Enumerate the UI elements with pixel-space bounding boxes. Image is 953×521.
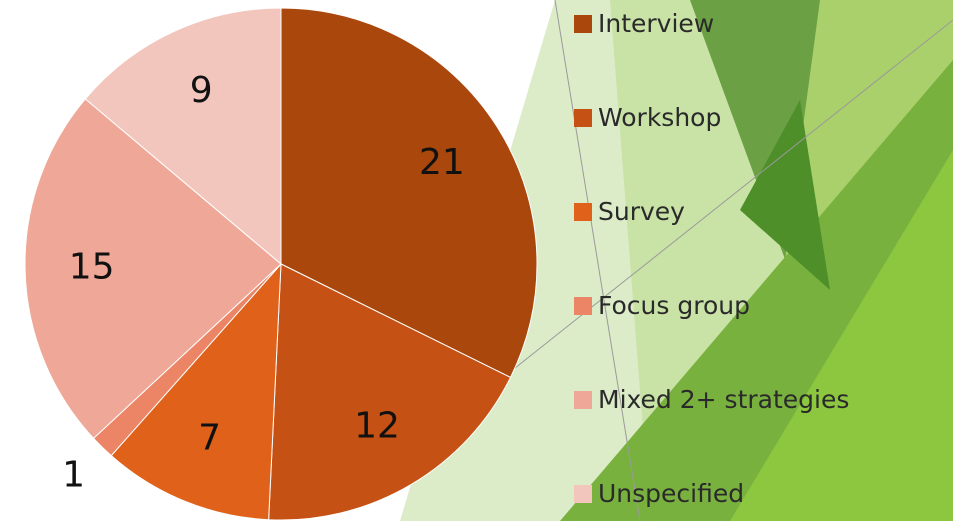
pie-slice [268,263,512,521]
data-label: 7 [198,417,221,458]
data-label: 21 [419,142,465,183]
legend-label: Interview [598,9,714,38]
pie-slice [110,262,282,521]
legend-label: Focus group [598,291,750,320]
legend-swatch [574,15,592,33]
legend-swatch [574,297,592,315]
data-label: 9 [190,70,213,111]
data-label: 12 [354,405,400,446]
legend-swatch [574,109,592,127]
legend-swatch [574,391,592,409]
legend-label: Workshop [598,103,721,132]
background-decoration [400,0,953,521]
data-label: 1 [62,455,85,496]
pie-slice [280,7,538,379]
pie-slice [84,7,282,266]
legend-label: Unspecified [598,479,744,508]
data-label: 15 [69,247,115,288]
legend-label: Mixed 2+ strategies [598,385,849,414]
legend-label: Survey [598,197,685,226]
pie-slice [24,98,282,440]
legend-swatch [574,485,592,503]
legend-swatch [574,203,592,221]
